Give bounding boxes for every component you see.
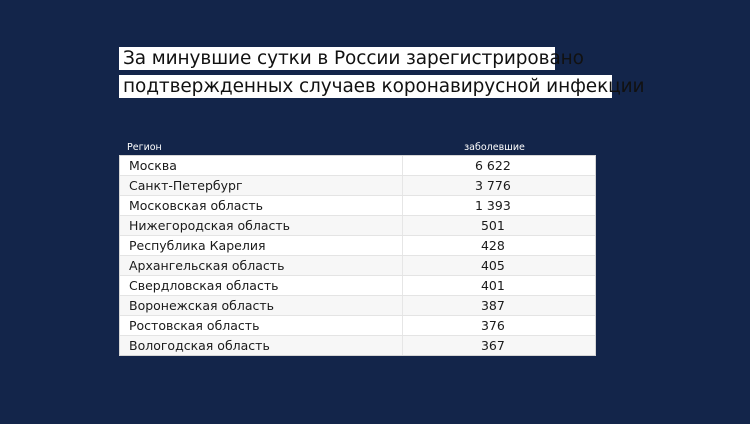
- cases-cell: 367: [480, 338, 505, 353]
- cases-cell: 501: [480, 218, 505, 233]
- cases-cell: 387: [480, 298, 505, 313]
- table-row: Свердловская область 401: [120, 276, 595, 296]
- cases-table: Регион заболевшие Москва 6 622 Санкт-Пете…: [119, 140, 596, 356]
- table-row: Воронежская область 387: [120, 296, 595, 316]
- headline: За минувшие сутки в России зарегистриров…: [119, 47, 645, 103]
- cases-cell: 401: [480, 278, 505, 293]
- table-row: Москва 6 622: [120, 156, 595, 176]
- column-header-region: Регион: [127, 142, 162, 153]
- region-cell: Архангельская область: [120, 256, 403, 275]
- cases-cell: 376: [480, 318, 505, 333]
- cases-cell: 428: [480, 238, 505, 253]
- region-cell: Свердловская область: [120, 276, 403, 295]
- table-row: Вологодская область 367: [120, 336, 595, 355]
- headline-line-1: За минувшие сутки в России зарегистриров…: [119, 47, 584, 70]
- column-header-cases: заболевшие: [464, 142, 525, 153]
- cases-cell: 6 622: [475, 158, 511, 173]
- region-cell: Нижегородская область: [120, 216, 403, 235]
- cases-cell: 3 776: [475, 178, 511, 193]
- table-row: Республика Карелия 428: [120, 236, 595, 256]
- region-cell: Вологодская область: [120, 336, 403, 355]
- cases-cell: 1 393: [475, 198, 511, 213]
- region-cell: Московская область: [120, 196, 403, 215]
- region-cell: Ростовская область: [120, 316, 403, 335]
- region-cell: Москва: [120, 156, 403, 175]
- table-row: Московская область 1 393: [120, 196, 595, 216]
- cases-cell: 405: [480, 258, 505, 273]
- region-cell: Республика Карелия: [120, 236, 403, 255]
- table-row: Ростовская область 376: [120, 316, 595, 336]
- region-cell: Санкт-Петербург: [120, 176, 403, 195]
- table-header: Регион заболевшие: [119, 140, 596, 155]
- headline-line-2: подтвержденных случаев коронавирусной ин…: [119, 75, 645, 98]
- region-cell: Воронежская область: [120, 296, 403, 315]
- table-row: Архангельская область 405: [120, 256, 595, 276]
- table-body: Москва 6 622 Санкт-Петербург 3 776 Московс…: [119, 155, 596, 356]
- table-row: Санкт-Петербург 3 776: [120, 176, 595, 196]
- table-row: Нижегородская область 501: [120, 216, 595, 236]
